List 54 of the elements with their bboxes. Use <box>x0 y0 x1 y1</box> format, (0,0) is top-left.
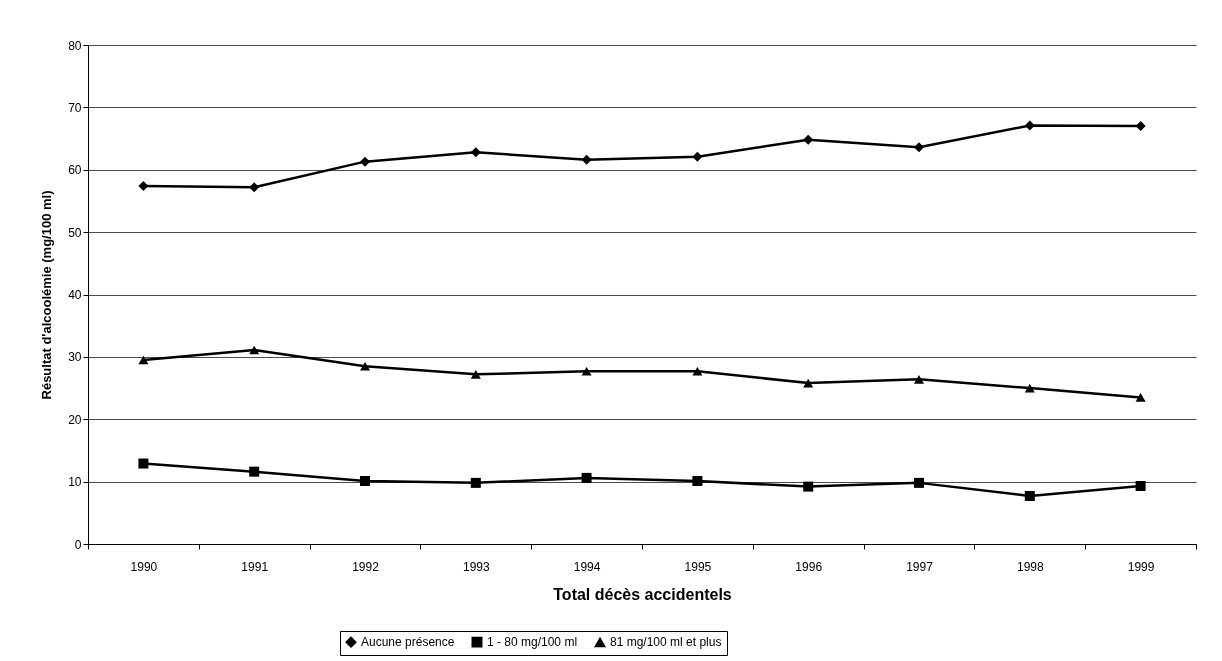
point <box>803 378 814 388</box>
point <box>470 147 481 158</box>
x-tick-label: 1991 <box>241 559 269 574</box>
x-tick-label: 1990 <box>130 559 158 574</box>
point <box>1024 383 1035 393</box>
point <box>1135 480 1146 491</box>
y-tick-label: 40 <box>68 288 82 302</box>
point <box>1135 393 1146 402</box>
point <box>470 370 481 379</box>
y-tick-label: 80 <box>68 38 82 53</box>
point <box>581 472 592 483</box>
point <box>914 375 924 384</box>
point <box>692 151 703 162</box>
point <box>138 355 149 365</box>
point <box>138 458 149 469</box>
x-tick-label: 1994 <box>573 559 601 574</box>
y-tick-label: 60 <box>68 163 82 178</box>
x-axis-title: Total décès accidentels <box>553 585 732 603</box>
point <box>581 154 592 165</box>
point <box>249 182 260 193</box>
y-tick-label: 0 <box>74 537 82 552</box>
legend-label: 81 mg/100 ml et plus <box>610 635 722 650</box>
point <box>692 366 703 376</box>
point <box>581 366 592 376</box>
x-tick-label: 1996 <box>795 559 823 574</box>
point <box>1135 121 1146 132</box>
point <box>138 180 149 191</box>
x-tick-label: 1999 <box>1127 559 1155 574</box>
y-axis-title: Résultat d'alcoolémie (mg/100 ml) <box>39 190 55 400</box>
legend-label: 1 - 80 mg/100 ml <box>487 635 578 650</box>
point <box>803 481 814 492</box>
point <box>249 466 260 477</box>
y-tick-label: 50 <box>68 225 82 240</box>
x-tick-label: 1998 <box>1016 559 1044 574</box>
point <box>1024 490 1035 501</box>
y-tick-label: 20 <box>68 412 82 427</box>
point <box>914 142 924 153</box>
point <box>1024 120 1035 131</box>
point <box>360 476 370 486</box>
legend-label: Aucune présence <box>361 635 455 650</box>
point <box>803 134 814 145</box>
y-tick-label: 30 <box>68 350 82 365</box>
point <box>360 156 370 167</box>
point <box>360 361 370 371</box>
point <box>914 477 924 488</box>
point <box>470 477 481 488</box>
x-tick-label: 1992 <box>352 559 380 574</box>
y-tick-label: 10 <box>68 475 82 490</box>
point <box>249 345 260 355</box>
x-tick-label: 1995 <box>684 559 712 574</box>
x-tick-label: 1993 <box>462 559 490 574</box>
x-tick-label: 1997 <box>906 559 934 574</box>
y-tick-label: 70 <box>68 100 82 115</box>
point <box>692 476 703 486</box>
